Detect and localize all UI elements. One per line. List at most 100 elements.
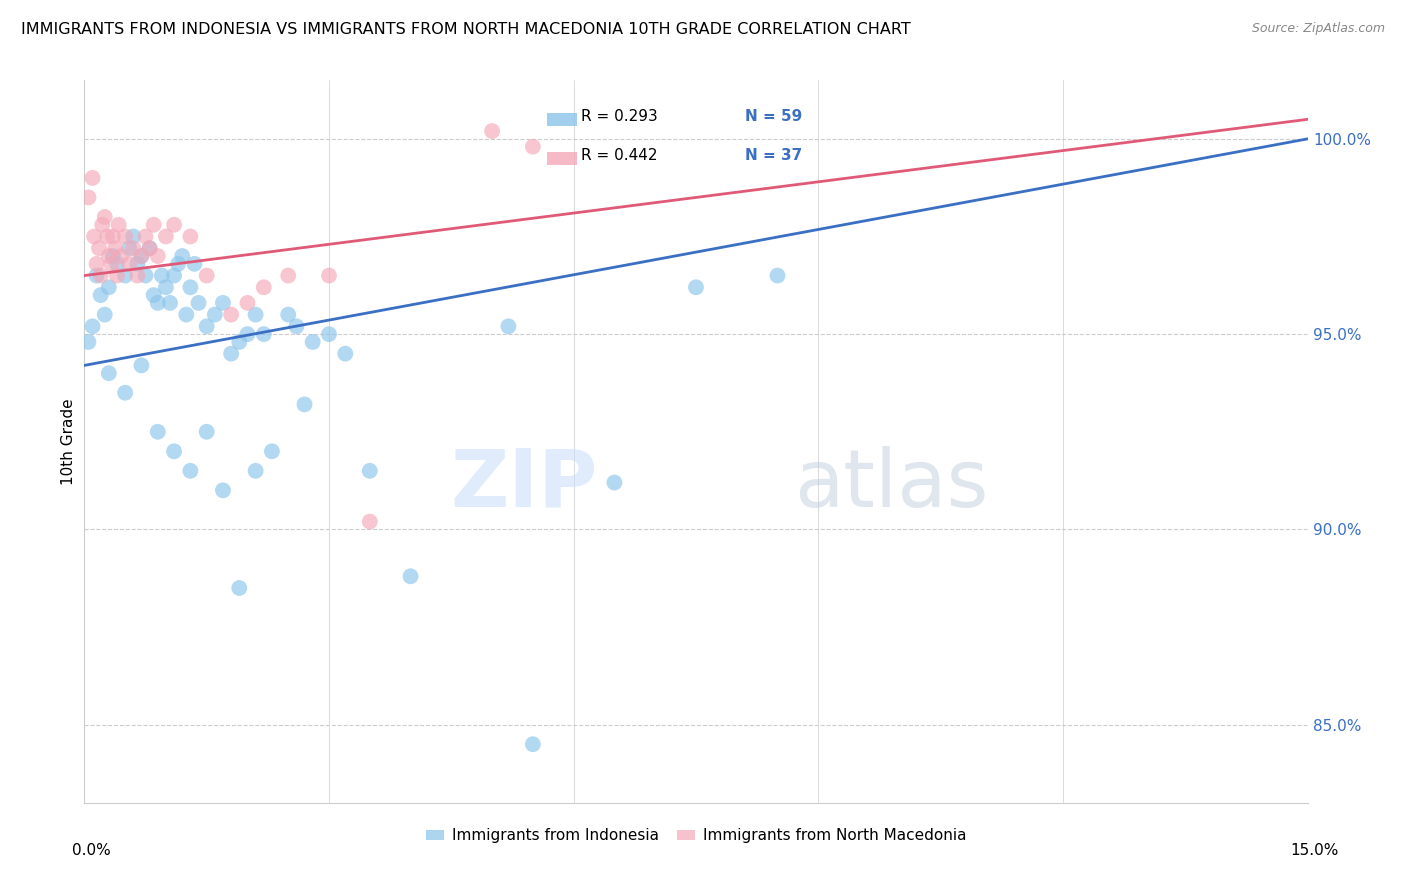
Point	[90, 288, 112, 302]
Text: 0.0%: 0.0%	[72, 843, 111, 858]
Point	[163, 444, 186, 458]
Point	[91, 218, 114, 232]
Point	[83, 229, 105, 244]
Point	[260, 444, 283, 458]
Point	[301, 334, 323, 349]
Point	[146, 296, 169, 310]
Point	[131, 359, 153, 373]
Point	[87, 241, 110, 255]
Point	[146, 425, 169, 439]
Point	[603, 475, 626, 490]
Point	[318, 327, 340, 342]
Point	[110, 249, 132, 263]
Point	[114, 385, 136, 400]
Point	[86, 257, 108, 271]
Point	[245, 308, 267, 322]
Point	[179, 280, 201, 294]
Point	[105, 257, 128, 271]
Point	[195, 268, 218, 283]
Text: N = 37: N = 37	[745, 148, 801, 163]
Point	[96, 229, 118, 244]
Point	[219, 308, 242, 322]
Point	[131, 249, 153, 263]
Text: R = 0.293: R = 0.293	[581, 109, 658, 124]
Point	[142, 288, 165, 302]
Point	[93, 308, 115, 322]
Point	[172, 249, 194, 263]
Point	[212, 296, 235, 310]
Point	[399, 569, 422, 583]
Point	[138, 241, 160, 255]
Point	[155, 280, 177, 294]
Point	[167, 257, 190, 271]
Text: ZIP: ZIP	[451, 446, 598, 524]
Point	[104, 241, 127, 255]
Point	[236, 327, 259, 342]
Point	[155, 229, 177, 244]
Point	[766, 268, 789, 283]
Text: R = 0.442: R = 0.442	[581, 148, 657, 163]
Point	[114, 229, 136, 244]
Point	[253, 280, 276, 294]
Point	[82, 319, 104, 334]
Point	[159, 296, 181, 310]
Point	[236, 296, 259, 310]
Point	[142, 218, 165, 232]
Point	[195, 425, 218, 439]
Point	[498, 319, 520, 334]
Point	[101, 229, 124, 244]
Point	[245, 464, 267, 478]
Point	[163, 218, 186, 232]
Point	[101, 249, 124, 263]
Point	[228, 581, 250, 595]
Point	[187, 296, 209, 310]
Point	[277, 268, 299, 283]
Bar	[547, 152, 578, 165]
Point	[174, 308, 197, 322]
Point	[86, 268, 108, 283]
Point	[183, 257, 205, 271]
Point	[97, 366, 120, 380]
Point	[135, 268, 157, 283]
Y-axis label: 10th Grade: 10th Grade	[60, 398, 76, 485]
Point	[318, 268, 340, 283]
Point	[335, 346, 357, 360]
Point	[77, 190, 100, 204]
Point	[138, 241, 160, 255]
Text: IMMIGRANTS FROM INDONESIA VS IMMIGRANTS FROM NORTH MACEDONIA 10TH GRADE CORRELAT: IMMIGRANTS FROM INDONESIA VS IMMIGRANTS …	[21, 22, 911, 37]
Text: 15.0%: 15.0%	[1291, 843, 1339, 858]
Point	[118, 241, 141, 255]
Point	[93, 210, 115, 224]
Point	[163, 268, 186, 283]
Point	[212, 483, 235, 498]
Point	[685, 280, 707, 294]
Point	[150, 268, 173, 283]
Point	[228, 334, 250, 349]
Point	[131, 249, 153, 263]
Point	[146, 249, 169, 263]
Point	[359, 515, 381, 529]
Point	[127, 268, 149, 283]
Point	[294, 397, 316, 411]
Point	[90, 268, 112, 283]
Point	[522, 139, 544, 153]
Point	[219, 346, 242, 360]
Point	[253, 327, 276, 342]
Text: Source: ZipAtlas.com: Source: ZipAtlas.com	[1251, 22, 1385, 36]
Text: N = 59: N = 59	[745, 109, 801, 124]
Bar	[547, 112, 578, 126]
Text: atlas: atlas	[794, 446, 988, 524]
Point	[100, 257, 122, 271]
Point	[97, 249, 120, 263]
Point	[179, 464, 201, 478]
Point	[122, 229, 145, 244]
Point	[107, 218, 129, 232]
Point	[97, 280, 120, 294]
Point	[127, 257, 149, 271]
Point	[179, 229, 201, 244]
Legend: Immigrants from Indonesia, Immigrants from North Macedonia: Immigrants from Indonesia, Immigrants fr…	[419, 822, 973, 849]
Point	[204, 308, 226, 322]
Point	[105, 268, 128, 283]
Point	[359, 464, 381, 478]
Point	[522, 737, 544, 751]
